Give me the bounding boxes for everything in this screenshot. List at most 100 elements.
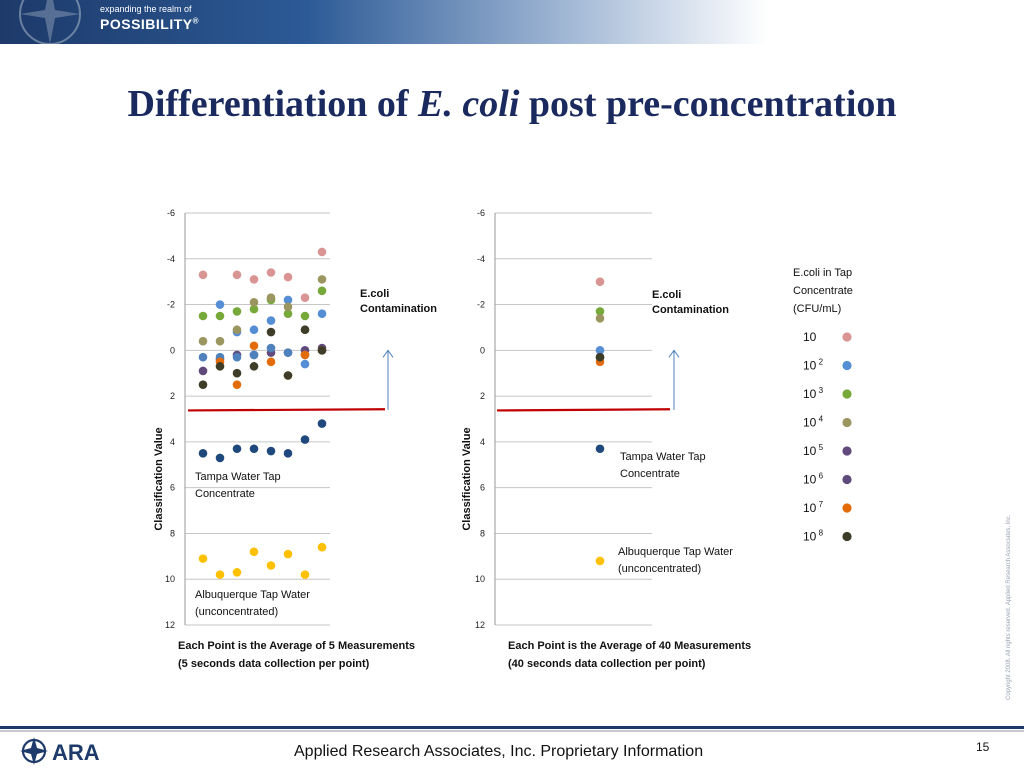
legend-title: E.coli in Tap: [793, 267, 852, 279]
chart1-data-point: [266, 561, 276, 570]
chart2-y-tick-label: 8: [480, 528, 485, 538]
chart1-x-axis-label: Each Point is the Average of 5 Measureme…: [178, 640, 415, 652]
chart1-data-point: [317, 542, 327, 552]
legend-entry-label: 10 8: [803, 529, 824, 544]
legend-entry-label: 10 6: [803, 472, 824, 487]
chart1-x-axis-label: (5 seconds data collection per point): [178, 658, 370, 670]
chart2-y-tick-label: 6: [480, 483, 485, 493]
copyright-notice: Copyright 2008. All rights reserved. App…: [1006, 514, 1012, 700]
chart2-y-tick-label: 10: [475, 574, 485, 584]
legend-entry-exponent: 8: [816, 529, 823, 538]
header-rule: [0, 44, 1024, 46]
chart2-threshold-arrow-head: [668, 349, 680, 358]
registered-mark: ®: [192, 16, 200, 26]
chart1-data-point: [300, 325, 310, 335]
chart1-y-tick-label: 4: [170, 437, 175, 447]
chart1-data-point: [317, 346, 327, 355]
chart1-data-point: [215, 362, 225, 371]
page-number: 15: [976, 740, 990, 754]
chart1-contamination-label: Contamination: [360, 303, 437, 315]
chart1-data-point: [283, 348, 293, 357]
legend-entry-marker: [842, 474, 852, 485]
title-part2: post pre-concentration: [519, 83, 897, 125]
legend-entry-label: 10: [803, 330, 817, 344]
chart1-data-point: [215, 336, 225, 346]
chart1-data-point: [300, 293, 310, 302]
chart1-data-point: [198, 336, 208, 346]
chart1-data-point: [283, 302, 293, 312]
legend-entry-base: 10: [803, 416, 817, 430]
chart1-y-tick-label: 10: [165, 574, 175, 584]
legend-entry-exponent: 4: [816, 415, 823, 424]
header-band: expanding the realm of POSSIBILITY®: [0, 0, 1024, 44]
legend-entry-exponent: 3: [816, 386, 823, 395]
chart1-albuquerque-label: Albuquerque Tap Water: [195, 589, 310, 601]
chart1-data-point: [283, 295, 293, 305]
compass-star-icon: [19, 0, 81, 44]
chart1-data-point: [198, 554, 208, 563]
ara-logo: ARA: [20, 737, 100, 765]
chart1-y-tick-label: 0: [170, 345, 175, 355]
chart1-data-point: [198, 449, 208, 458]
chart1-data-point: [249, 297, 259, 307]
chart1-data-point: [232, 352, 242, 362]
legend-entry-marker: [842, 417, 852, 428]
legend-entry-label: 10 4: [803, 415, 824, 430]
legend-entry-base: 10: [803, 473, 817, 487]
legend-entry-base: 10: [803, 330, 817, 344]
chart1-y-axis-label: Classification Value: [153, 427, 165, 530]
chart1-data-point: [249, 304, 259, 314]
title-part1: Differentiation of: [127, 83, 419, 125]
chart1-threshold-line: [187, 408, 386, 412]
chart1-data-point: [232, 444, 242, 454]
chart2-data-point: [595, 307, 605, 316]
chart1-y-tick-label: -4: [167, 254, 175, 264]
chart2-contamination-label: E.coli: [652, 289, 681, 301]
chart1-data-point: [249, 362, 259, 371]
chart1-y-tick-label: 8: [170, 528, 175, 538]
chart1-albuquerque-label: (unconcentrated): [195, 606, 278, 618]
chart1-y-tick-label: -2: [167, 300, 175, 310]
chart2-tampa-label: Tampa Water Tap: [620, 451, 706, 463]
chart1-data-point: [283, 449, 293, 458]
chart1-data-point: [300, 350, 310, 360]
chart2-data-point: [595, 277, 605, 286]
chart2-y-tick-label: -6: [477, 208, 485, 218]
chart1-data-point: [249, 325, 259, 335]
chart1-data-point: [300, 359, 310, 369]
legend-entry-exponent: 2: [816, 358, 823, 367]
chart1-data-point: [300, 435, 310, 444]
logo-text: ARA: [52, 740, 100, 765]
chart1-data-point: [266, 357, 276, 367]
chart1-data-point: [300, 311, 310, 321]
chart1-data-point: [198, 352, 208, 362]
chart2-x-axis-label: (40 seconds data collection per point): [508, 658, 706, 670]
legend-entry-label: 10 3: [803, 386, 824, 401]
footer-rule-light: [0, 730, 1024, 732]
chart1-data-point: [249, 341, 259, 351]
chart1-data-point: [215, 311, 225, 321]
legend-entry-label: 10 2: [803, 358, 824, 373]
chart1-y-tick-label: 6: [170, 483, 175, 493]
chart1-data-point: [232, 325, 242, 335]
chart2-y-tick-label: 12: [475, 620, 485, 630]
tagline-word: POSSIBILITY: [100, 16, 193, 32]
chart1-tampa-label: Tampa Water Tap: [195, 471, 281, 483]
chart1-data-point: [215, 453, 225, 463]
chart1-data-point: [232, 307, 242, 316]
tagline-big: POSSIBILITY®: [100, 16, 199, 32]
chart2-tampa-label: Concentrate: [620, 468, 680, 480]
chart1-data-point: [317, 309, 327, 319]
chart1-y-tick-label: 12: [165, 620, 175, 630]
footer-company-text: Applied Research Associates, Inc. Propri…: [294, 743, 704, 760]
chart1-data-point: [215, 570, 225, 579]
chart1-data-point: [249, 350, 259, 360]
legend-entry-base: 10: [803, 530, 817, 544]
legend-entry-base: 10: [803, 359, 817, 373]
legend-entry-base: 10: [803, 387, 817, 401]
chart1-tampa-label: Concentrate: [195, 488, 255, 500]
chart2-contamination-label: Contamination: [652, 304, 729, 316]
legend-entry-exponent: 6: [816, 472, 823, 481]
chart2-data-point: [595, 352, 605, 362]
